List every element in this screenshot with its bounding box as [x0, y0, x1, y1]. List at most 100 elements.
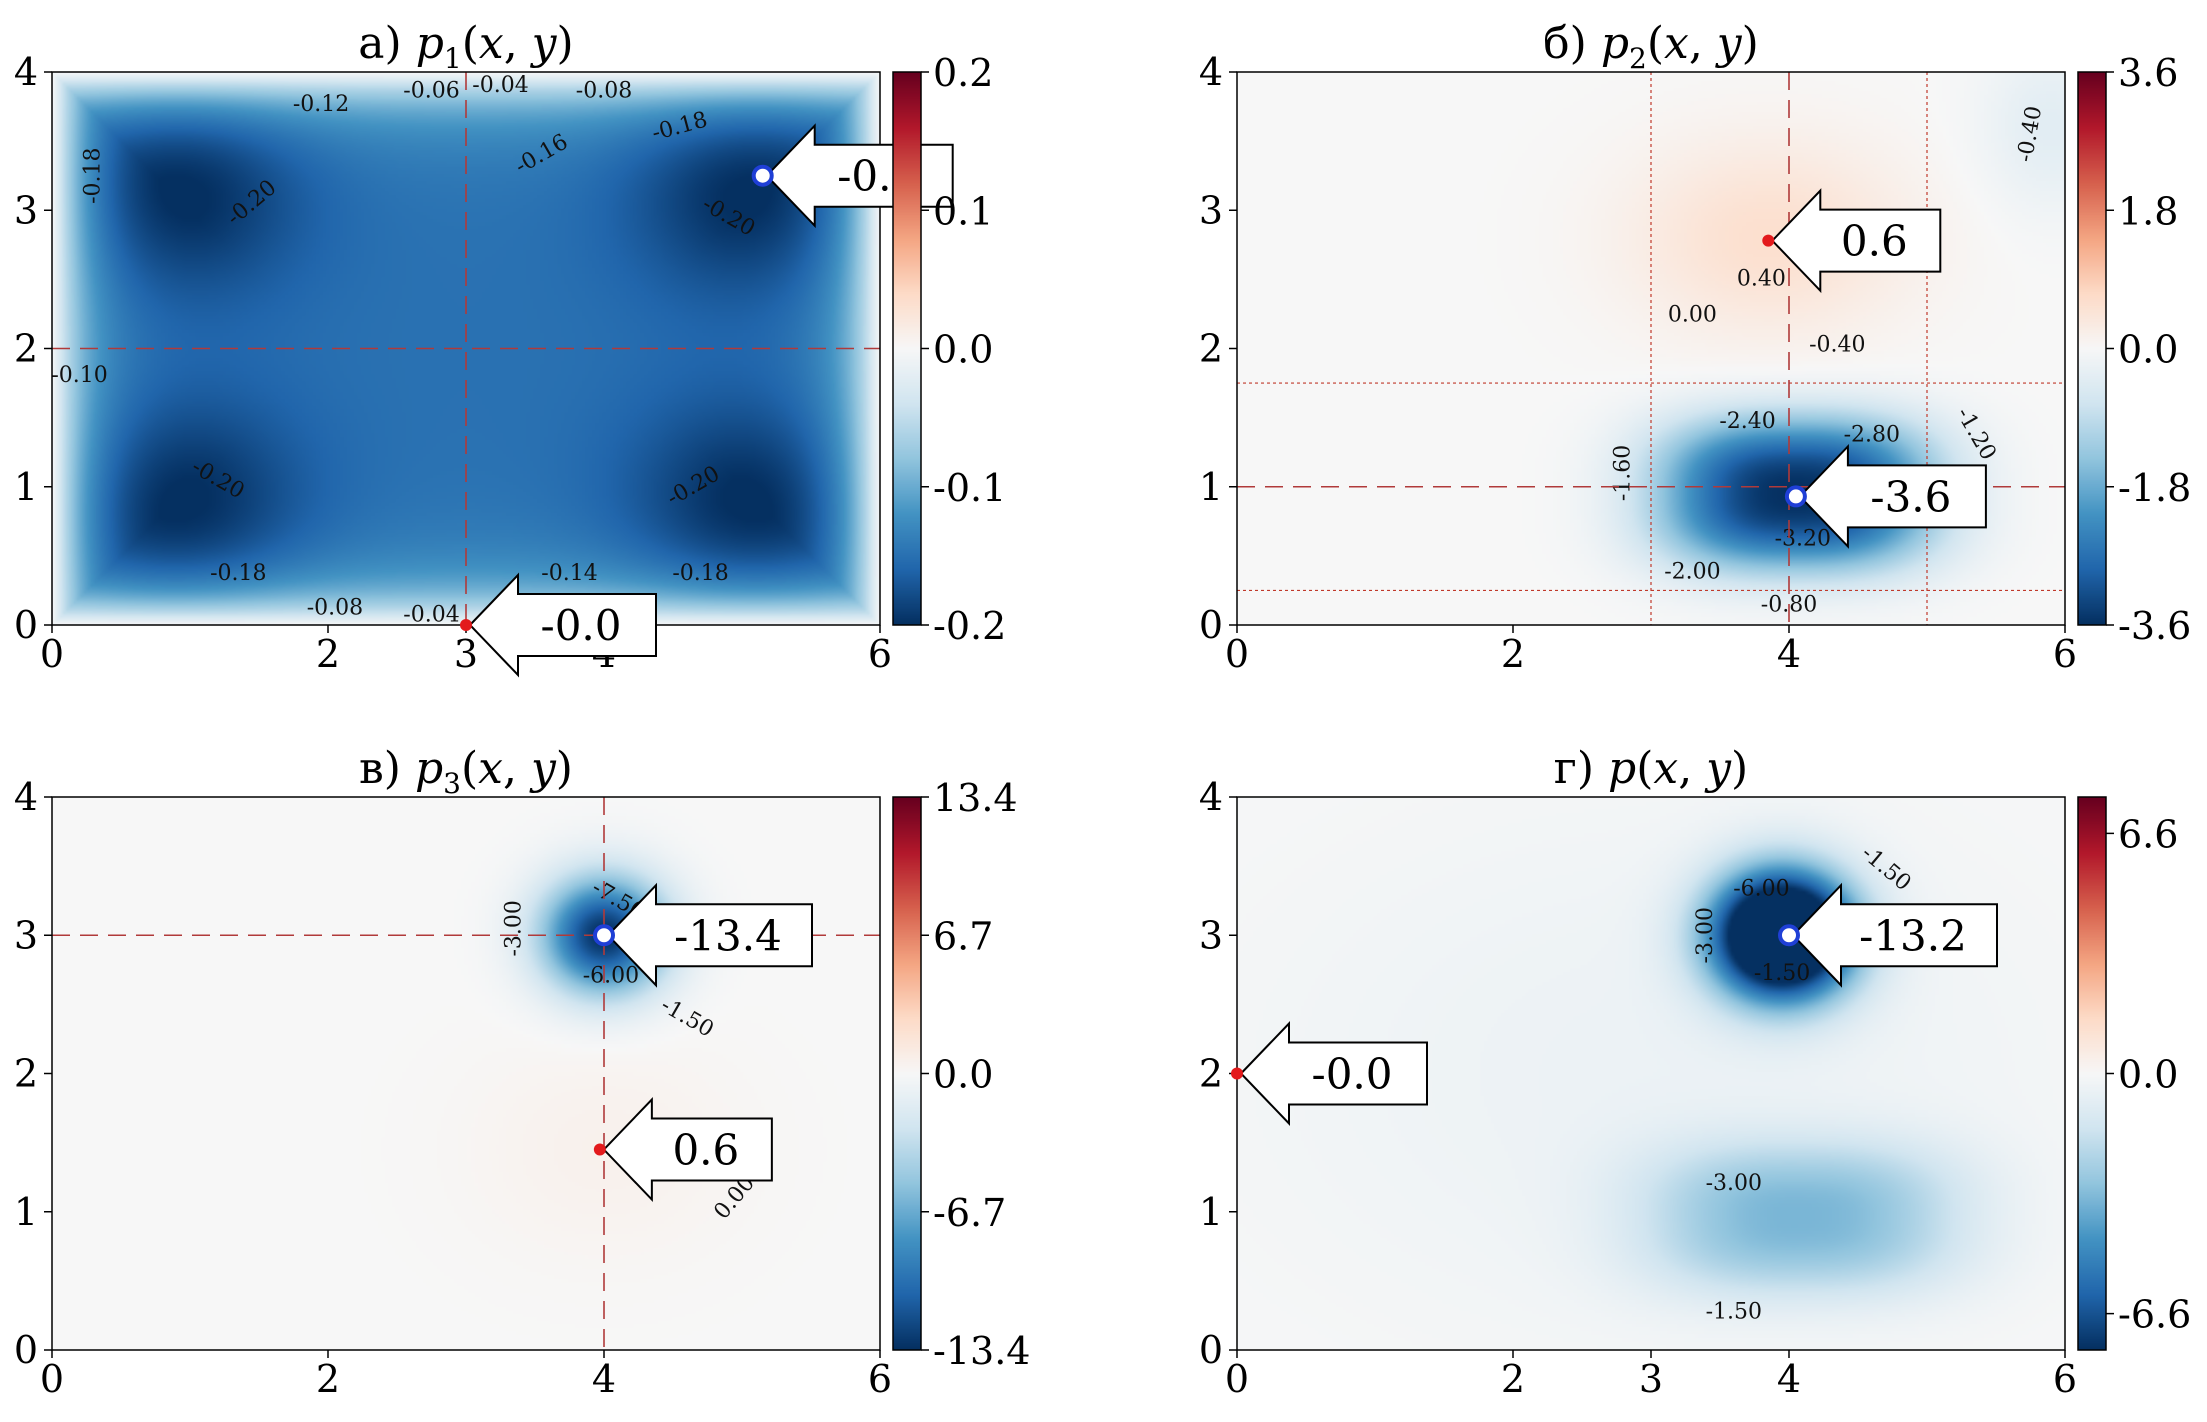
contour-label: -2.40	[1719, 409, 1775, 434]
x-tick-label: 2	[1501, 1357, 1525, 1401]
x-tick-label: 0	[1225, 1357, 1249, 1401]
heatmap-image	[52, 797, 880, 1350]
colorbar-tick-label: 0.0	[2118, 328, 2178, 372]
contour-label: -0.18	[80, 147, 105, 203]
colorbar-tick-label: 13.4	[933, 776, 1018, 820]
x-tick-label: 2	[1501, 632, 1525, 676]
contour-label: -1.50	[1706, 1300, 1762, 1325]
contour-label: -6.00	[583, 964, 639, 989]
contour-label: -0.08	[307, 595, 363, 620]
colorbar-tick-label: 6.6	[2118, 812, 2178, 856]
contour-label: -1.60	[1610, 445, 1635, 501]
x-tick-label: 2	[316, 1357, 340, 1401]
y-tick-label: 2	[14, 1052, 38, 1096]
y-tick-label: 0	[1199, 1328, 1223, 1372]
callout-arrow	[1770, 188, 1942, 294]
callout-arrow	[468, 572, 657, 678]
y-tick-label: 1	[1199, 465, 1223, 509]
y-tick-label: 1	[14, 1190, 38, 1234]
x-tick-label: 6	[868, 1357, 892, 1401]
y-tick-label: 1	[14, 465, 38, 509]
callout-label: 0.6	[1841, 217, 1908, 266]
colorbar-tick-label: 0.0	[933, 1053, 993, 1097]
min-marker	[593, 924, 615, 947]
contour-label: -0.14	[541, 561, 597, 586]
contour-label: -0.10	[51, 363, 107, 388]
contour-label: -0.12	[293, 92, 349, 117]
y-tick-label: 2	[1199, 327, 1223, 371]
x-tick-label: 4	[1777, 1357, 1801, 1401]
y-tick-label: 3	[14, 188, 38, 232]
contour-label: -0.04	[403, 602, 459, 627]
colorbar-tick-label: 0.1	[933, 189, 993, 233]
y-tick-label: 1	[1199, 1190, 1223, 1234]
colorbar	[2078, 72, 2106, 625]
contour-label: -0.18	[210, 561, 266, 586]
callout-arrow	[1239, 1021, 1428, 1126]
callout-arrow	[602, 1097, 773, 1203]
colorbar-tick-label: -0.2	[933, 604, 1006, 648]
contour-label: -0.08	[576, 78, 632, 103]
colorbar	[2078, 797, 2106, 1350]
x-tick-label: 0	[1225, 632, 1249, 676]
x-tick-label: 4	[592, 1357, 616, 1401]
callout-label: 0.6	[672, 1126, 739, 1175]
y-tick-label: 2	[14, 327, 38, 371]
subplot-а: -0.12-0.08-0.06 -0.04-0.16-0.18-0.18 -0.20…	[14, 18, 1006, 678]
x-tick-label: 4	[1777, 632, 1801, 676]
x-tick-label: 6	[2053, 632, 2077, 676]
min-marker	[751, 164, 774, 187]
max-marker	[460, 619, 472, 631]
contour-label: -3.00	[501, 900, 526, 956]
y-tick-label: 0	[1199, 603, 1223, 647]
subplot-title: б) p2(x, y)	[1543, 18, 1759, 75]
colorbar-tick-label: -1.8	[2118, 466, 2191, 510]
subplot-б: 0.400.00-0.40-0.40-2.40-2.80-1.60-1.20-3…	[1199, 18, 2191, 676]
contour-label: -3.20	[1775, 526, 1831, 551]
contour-label: 0.40	[1737, 266, 1786, 291]
max-marker	[593, 1143, 606, 1156]
callout-arrow	[606, 882, 813, 988]
colorbar-tick-label: 0.0	[2118, 1053, 2178, 1097]
callout-label: -3.6	[1870, 472, 1951, 521]
callout-arrow	[1791, 882, 1998, 988]
x-tick-label: 3	[1639, 1357, 1663, 1401]
colorbar-tick-label: -6.6	[2118, 1293, 2191, 1337]
contour-label: -0.40	[1809, 333, 1865, 358]
x-tick-label: 6	[2053, 1357, 2077, 1401]
y-tick-label: 3	[1199, 913, 1223, 957]
min-marker	[1784, 485, 1807, 508]
y-tick-label: 0	[14, 603, 38, 647]
contour-label: -0.04	[472, 73, 528, 98]
contour-label: -2.00	[1664, 559, 1720, 584]
callout-label: -0.0	[541, 601, 622, 650]
contour-label: -0.18	[672, 561, 728, 586]
contour-label: -3.00	[1706, 1171, 1762, 1196]
y-tick-label: 3	[1199, 188, 1223, 232]
colorbar-tick-label: -13.4	[933, 1329, 1030, 1373]
colorbar	[893, 797, 921, 1350]
contour-label: -3.00	[1693, 907, 1718, 963]
colorbar-tick-label: 1.8	[2118, 189, 2178, 233]
max-marker	[1762, 234, 1775, 247]
subplot-title: г) p(x, y)	[1554, 743, 1748, 794]
x-tick-label: 0	[40, 632, 64, 676]
contour-label: -6.00	[1733, 877, 1789, 902]
subplot-title: а) p1(x, y)	[358, 18, 573, 75]
callout-label: -0.0	[1312, 1050, 1393, 1099]
colorbar	[893, 72, 921, 625]
max-marker	[1231, 1067, 1243, 1080]
contour-label: -1.50	[1754, 961, 1810, 986]
contour-label: 0.00	[1668, 302, 1717, 327]
colorbar-tick-label: -3.6	[2118, 604, 2191, 648]
min-marker	[1778, 924, 1800, 947]
x-tick-label: 3	[454, 632, 478, 676]
colorbar-tick-label: -6.7	[933, 1191, 1006, 1235]
colorbar-tick-label: 6.7	[933, 914, 993, 958]
colorbar-tick-label: 0.0	[933, 328, 993, 372]
x-tick-label: 6	[868, 632, 892, 676]
y-tick-label: 4	[1199, 775, 1223, 819]
callout-label: -13.2	[1859, 911, 1967, 960]
